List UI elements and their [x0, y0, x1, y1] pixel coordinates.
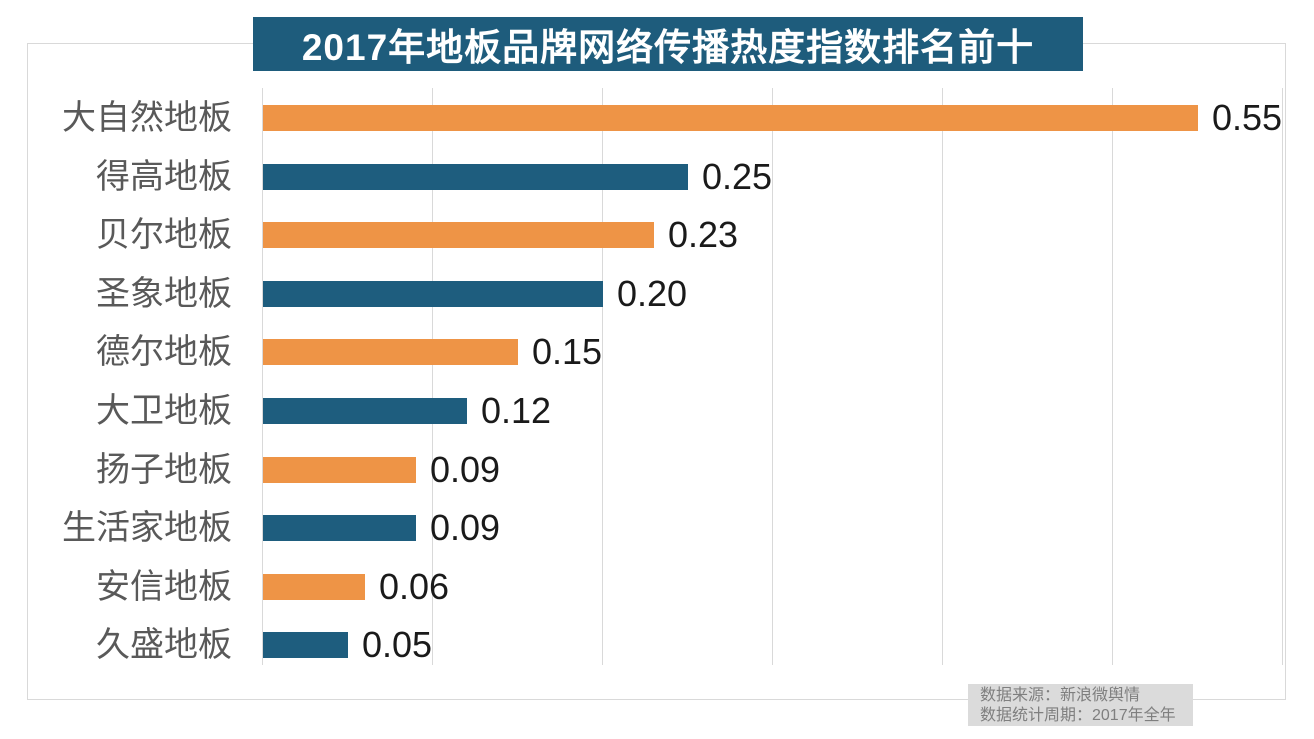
category-label: 贝尔地板 — [96, 216, 232, 254]
value-label: 0.12 — [481, 390, 552, 431]
value-label: 0.09 — [430, 449, 501, 490]
value-label: 0.05 — [362, 624, 433, 665]
chart-title-banner: 2017年地板品牌网络传播热度指数排名前十 — [253, 17, 1083, 71]
bar-得高地板 — [263, 164, 688, 190]
gridline — [942, 88, 943, 665]
bar-大卫地板 — [263, 398, 467, 424]
chart-title: 2017年地板品牌网络传播热度指数排名前十 — [301, 27, 1035, 68]
bar-贝尔地板 — [263, 222, 654, 248]
category-label: 圣象地板 — [96, 275, 232, 313]
bar-大自然地板 — [263, 105, 1198, 131]
gridline — [1282, 88, 1283, 665]
category-label: 德尔地板 — [96, 333, 232, 371]
value-label: 0.23 — [668, 214, 739, 255]
data-source-line: 数据来源：新浪微舆情 — [980, 687, 1141, 704]
gridline — [772, 88, 773, 665]
bar-安信地板 — [263, 574, 365, 600]
category-label: 扬子地板 — [96, 451, 232, 489]
data-source-note: 数据来源：新浪微舆情 数据统计周期：2017年全年 — [968, 684, 1193, 726]
data-period-line: 数据统计周期：2017年全年 — [980, 707, 1176, 724]
bar-扬子地板 — [263, 457, 416, 483]
bar-德尔地板 — [263, 339, 518, 365]
gridline — [602, 88, 603, 665]
category-axis-labels: 大自然地板得高地板贝尔地板圣象地板德尔地板大卫地板扬子地板生活家地板安信地板久盛… — [0, 0, 240, 739]
value-label: 0.06 — [379, 566, 450, 607]
category-label: 得高地板 — [96, 158, 232, 196]
category-label: 大自然地板 — [62, 99, 232, 137]
value-axis-line — [262, 88, 263, 665]
gridline — [1112, 88, 1113, 665]
bar-久盛地板 — [263, 632, 348, 658]
bar-生活家地板 — [263, 515, 416, 541]
plot-area: 0.55 0.25 0.23 0.20 0.15 0.12 0.09 0.09 0.06 0.05 — [262, 88, 1312, 665]
category-label: 安信地板 — [96, 568, 232, 606]
category-label: 生活家地板 — [62, 509, 232, 547]
gridline — [432, 88, 433, 665]
bar-圣象地板 — [263, 281, 603, 307]
value-label: 0.20 — [617, 273, 688, 314]
value-label: 0.55 — [1212, 97, 1283, 138]
value-label: 0.15 — [532, 331, 603, 372]
category-label: 大卫地板 — [96, 392, 232, 430]
chart-outer-border — [27, 43, 1286, 700]
value-label: 0.25 — [702, 156, 773, 197]
value-label: 0.09 — [430, 507, 501, 548]
category-label: 久盛地板 — [96, 626, 232, 664]
